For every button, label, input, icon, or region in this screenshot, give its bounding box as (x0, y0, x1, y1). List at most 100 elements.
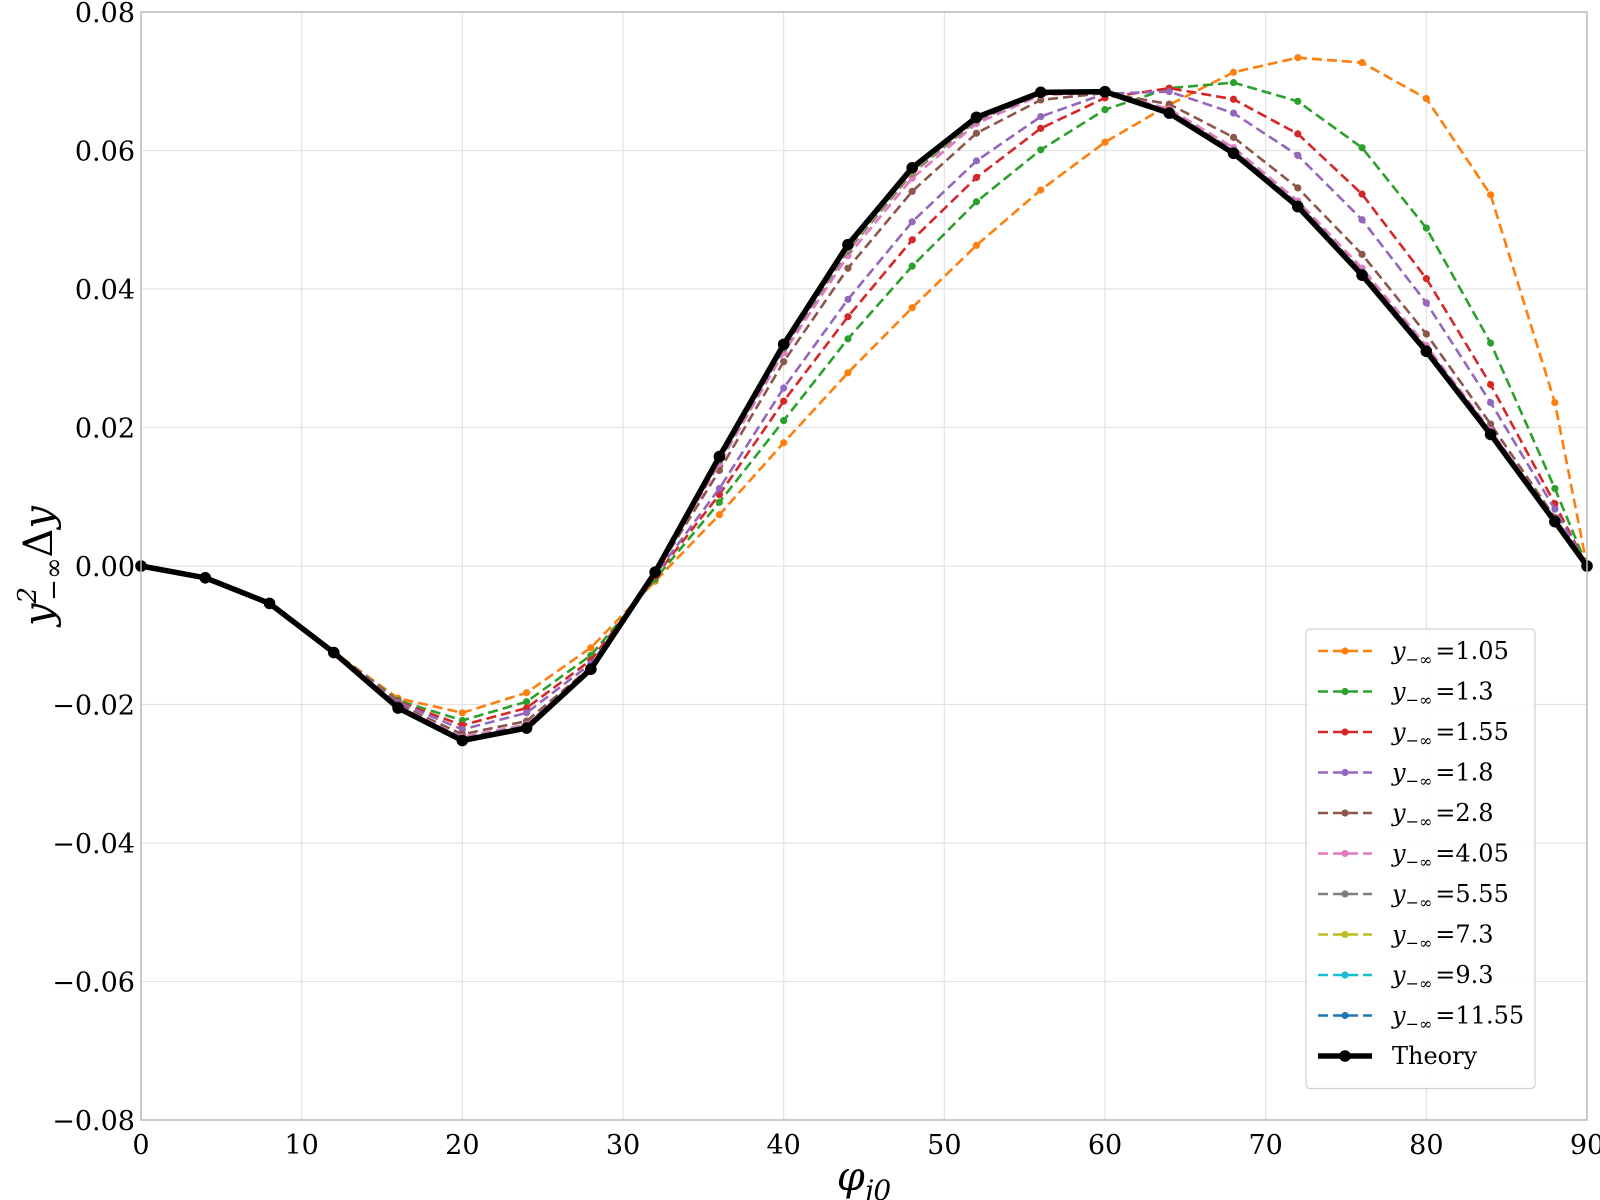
legend-label-var: y (1391, 759, 1406, 787)
data-point (1551, 505, 1559, 513)
series-line (140, 86, 1589, 727)
data-point (392, 702, 404, 714)
data-point (1358, 190, 1366, 198)
legend-swatch-marker (1341, 1011, 1349, 1020)
data-point (523, 689, 531, 697)
x-axis-label: φj0 (837, 1154, 892, 1200)
data-point (780, 439, 788, 447)
legend-box (1305, 628, 1536, 1090)
legend-swatch-marker (1341, 971, 1349, 979)
y-axis-label-sup: 2 (13, 587, 43, 605)
data-point (649, 566, 661, 579)
data-point (1422, 330, 1430, 338)
legend-entry: y−∞ =11.55 (1318, 1002, 1524, 1034)
data-point (908, 187, 916, 195)
data-point (1294, 151, 1302, 159)
legend-label-value: =2.8 (1435, 799, 1493, 827)
x-tick-label: 20 (445, 1130, 479, 1161)
legend-label-var: y (1391, 637, 1406, 665)
series-line (140, 88, 1590, 744)
data-point (1229, 79, 1238, 87)
data-point (715, 484, 724, 493)
legend-entry: y−∞ =2.8 (1318, 799, 1494, 831)
data-point (1358, 216, 1366, 224)
legend-entry: y−∞ =1.05 (1318, 637, 1509, 669)
legend-label-var: y (1391, 718, 1406, 746)
legend-entry: y−∞ =1.3 (1318, 678, 1494, 710)
legend-label: y−∞ =11.55 (1391, 1002, 1524, 1034)
data-point (1549, 515, 1561, 528)
data-point (906, 162, 918, 174)
series-line (140, 81, 1589, 722)
data-point (972, 198, 981, 206)
data-point (777, 338, 790, 351)
data-point (1229, 95, 1238, 103)
legend-swatch-marker (1341, 930, 1349, 939)
data-point (1487, 380, 1495, 389)
data-point (780, 384, 788, 392)
x-tick-label: 60 (1088, 1130, 1122, 1161)
data-point (523, 698, 531, 706)
data-point (972, 241, 981, 249)
data-point (458, 709, 466, 717)
data-point (1294, 97, 1302, 105)
data-point (1422, 275, 1430, 283)
y-tick-label: −0.04 (52, 829, 135, 860)
data-point (520, 722, 533, 734)
legend-label-value: =1.55 (1435, 718, 1509, 746)
y-axis-label-y2: y (16, 505, 62, 531)
legend-label: y−∞ =5.55 (1391, 880, 1509, 912)
legend-swatch-marker (1341, 768, 1349, 777)
x-tick-label: 30 (606, 1130, 640, 1161)
data-point (844, 335, 852, 343)
legend-label-value: =1.05 (1435, 637, 1509, 665)
data-point (972, 157, 981, 165)
legend-label: y−∞ =1.8 (1391, 759, 1494, 791)
data-point (1037, 146, 1045, 154)
legend-swatch-marker (1341, 647, 1349, 655)
data-point (1227, 147, 1240, 160)
legend-label-name: Theory (1392, 1042, 1478, 1070)
legend-swatch-marker (1341, 890, 1349, 898)
data-point (587, 644, 595, 652)
legend-label: Theory (1392, 1042, 1478, 1070)
data-point (1229, 133, 1238, 141)
series-line (140, 90, 1589, 731)
data-point (1487, 398, 1495, 407)
legend-label-var: y (1391, 921, 1406, 949)
y-tick-label: 0.08 (75, 0, 135, 29)
legend-entry: y−∞ =9.3 (1318, 961, 1494, 993)
data-point (972, 173, 981, 182)
data-point (1101, 138, 1109, 146)
data-point (908, 262, 916, 270)
x-tick-label: 90 (1570, 1130, 1600, 1161)
legend-label: y−∞ =1.55 (1391, 718, 1509, 750)
data-point (1358, 250, 1366, 258)
legend-label: y−∞ =4.05 (1391, 840, 1509, 872)
legend-swatch-marker (1341, 809, 1349, 817)
legend-swatch-marker (1341, 849, 1349, 858)
y-tick-label: −0.02 (52, 691, 135, 722)
data-point (1037, 112, 1045, 121)
legend: y−∞ =1.05y−∞ =1.3y−∞ =1.55y−∞ =1.8y−∞ =2.8y−∞… (1305, 628, 1536, 1090)
legend-label-var: y (1391, 799, 1406, 827)
legend-label-sub: −∞ (1406, 650, 1433, 669)
x-tick-label: 50 (927, 1130, 961, 1161)
data-point (1229, 68, 1238, 76)
legend-label-sub: −∞ (1406, 691, 1433, 710)
x-tick-label: 70 (1248, 1130, 1282, 1161)
data-point (1551, 484, 1559, 493)
legend-label-var: y (1391, 840, 1406, 868)
data-point (1099, 85, 1111, 98)
legend-label-var: y (1391, 1002, 1406, 1030)
data-point (1422, 299, 1430, 307)
x-axis-label-main: φ (837, 1154, 865, 1200)
data-point (1037, 124, 1045, 132)
ticks: 0 10 20 30 40 50 60 70 80 90 −0.08 −0.06 −0.04 −0.02 0… (52, 0, 1600, 1161)
legend-label-var: y (1391, 678, 1406, 706)
data-point (199, 571, 212, 584)
data-point (1034, 86, 1047, 99)
x-axis-label-sub: j0 (859, 1174, 892, 1200)
legend-label: y−∞ =1.05 (1391, 637, 1509, 669)
